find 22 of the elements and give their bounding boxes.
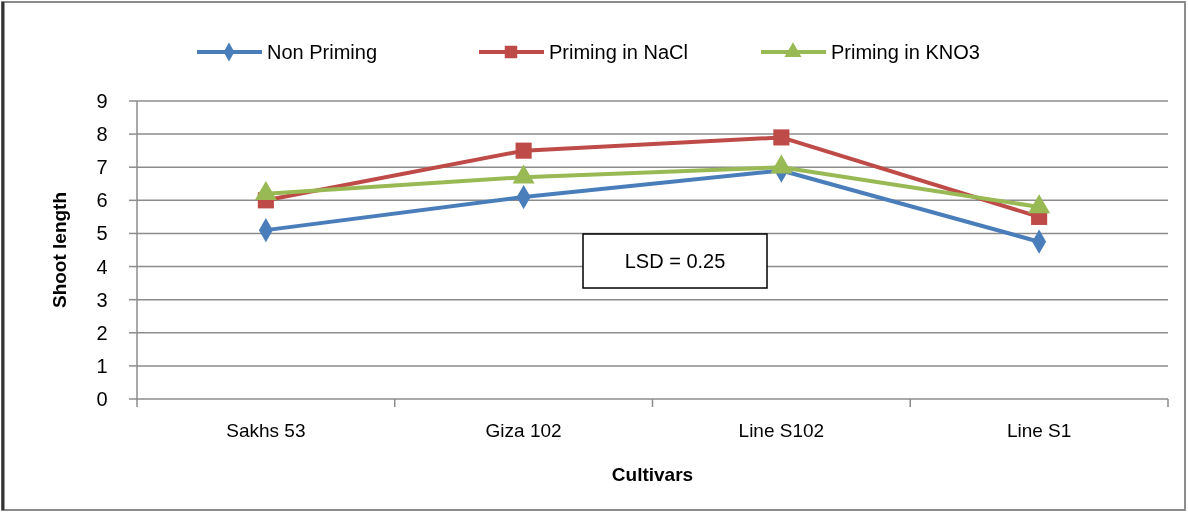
y-tick-label: 9: [96, 90, 108, 112]
y-tick-label: 8: [96, 123, 108, 146]
legend-label: Non Priming: [267, 41, 378, 63]
y-tick-label: 7: [96, 156, 108, 179]
y-tick-label: 4: [96, 255, 108, 278]
y-tick-label: 6: [96, 189, 108, 212]
point: [773, 129, 790, 146]
x-tick-label: Line S102: [738, 420, 825, 441]
y-axis-title: Shoot length: [49, 191, 70, 309]
y-tick-label: 0: [96, 388, 108, 410]
annotation: LSD = 0.25: [624, 250, 726, 272]
y-tick-label: 1: [96, 354, 108, 377]
point: [515, 142, 532, 159]
x-tick-label: Sakhs 53: [226, 420, 306, 441]
legend-label: Priming in KNO3: [831, 41, 980, 63]
y-tick-label: 3: [96, 288, 108, 311]
y-tick-label: 5: [96, 222, 108, 245]
x-axis-title: Cultivars: [611, 464, 694, 485]
legend-label: Priming in NaCl: [549, 41, 688, 63]
y-tick-label: 2: [96, 321, 108, 344]
x-tick-label: Giza 102: [485, 420, 562, 441]
x-tick-label: Line S1: [1006, 420, 1072, 441]
